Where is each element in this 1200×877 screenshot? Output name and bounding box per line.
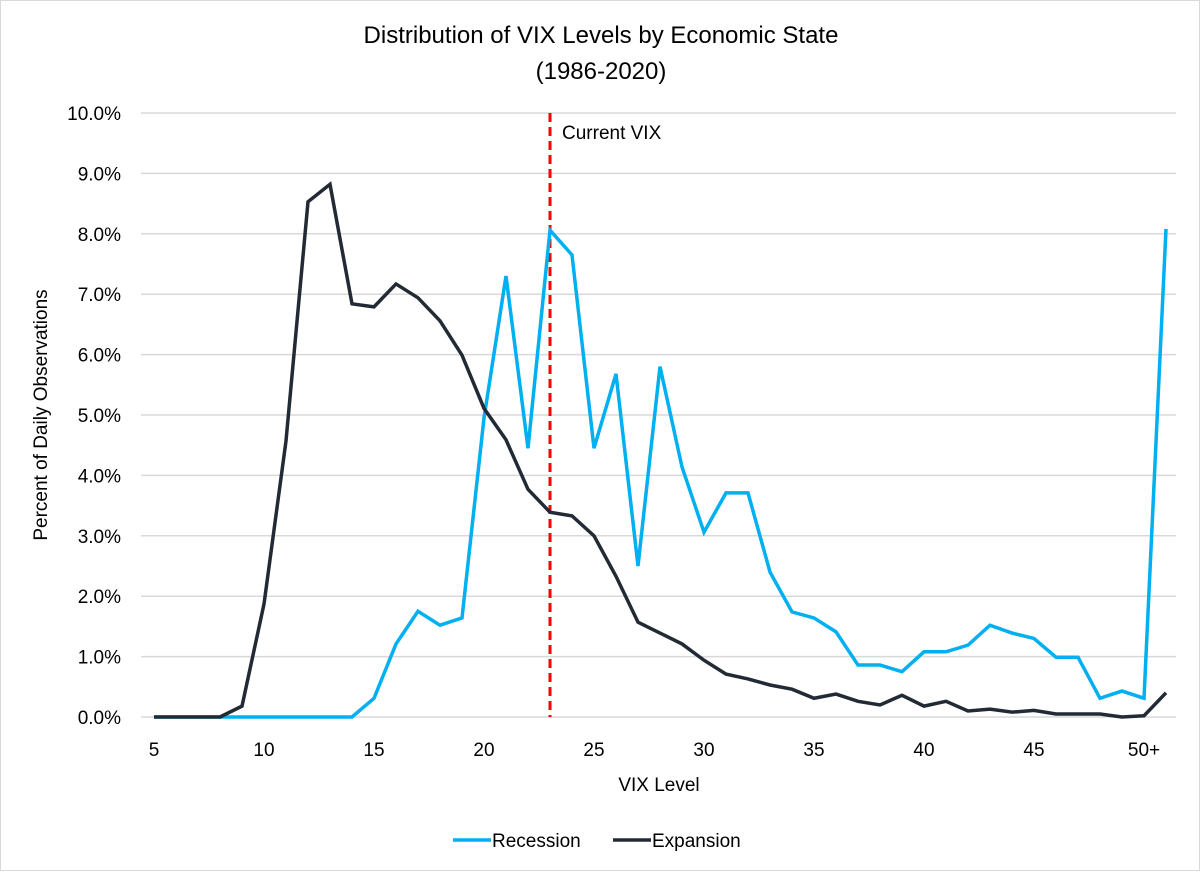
current-vix-label: Current VIX (562, 123, 662, 144)
x-tick-label: 25 (583, 740, 604, 761)
y-tick-label: 1.0% (78, 648, 121, 669)
y-tick-label: 10.0% (67, 104, 121, 125)
y-tick-label: 9.0% (78, 164, 121, 185)
x-tick-label: 50+ (1128, 740, 1160, 761)
y-tick-label: 0.0% (78, 708, 121, 729)
legend-label-recession: Recession (492, 831, 581, 852)
x-tick-label: 45 (1023, 740, 1044, 761)
chart-title: Distribution of VIX Levels by Economic S… (364, 22, 839, 49)
x-tick-label: 40 (913, 740, 934, 761)
y-axis-label: Percent of Daily Observations (31, 289, 52, 540)
y-tick-label: 5.0% (78, 406, 121, 427)
chart-subtitle: (1986-2020) (536, 58, 667, 85)
y-tick-label: 3.0% (78, 527, 121, 548)
y-tick-label: 2.0% (78, 587, 121, 608)
series-line-recession (154, 229, 1166, 717)
x-tick-label: 20 (473, 740, 494, 761)
x-tick-label: 10 (253, 740, 274, 761)
x-axis-ticks: 5 10 15 20 25 30 35 40 45 50+ (149, 740, 1160, 761)
x-tick-label: 5 (149, 740, 160, 761)
y-tick-label: 6.0% (78, 346, 121, 367)
gridlines (141, 113, 1176, 717)
y-tick-label: 4.0% (78, 466, 121, 487)
x-tick-label: 30 (693, 740, 714, 761)
y-tick-label: 8.0% (78, 225, 121, 246)
x-axis-label: VIX Level (618, 775, 699, 796)
y-tick-label: 7.0% (78, 285, 121, 306)
legend-label-expansion: Expansion (652, 831, 741, 852)
legend: Recession Expansion (453, 831, 741, 852)
series-line-expansion (154, 184, 1166, 717)
x-tick-label: 35 (803, 740, 824, 761)
x-tick-label: 15 (363, 740, 384, 761)
y-axis-ticks: 0.0% 1.0% 2.0% 3.0% 4.0% 5.0% 6.0% 7.0% 8.0% 9.0%… (67, 104, 121, 729)
series-group (154, 184, 1166, 717)
